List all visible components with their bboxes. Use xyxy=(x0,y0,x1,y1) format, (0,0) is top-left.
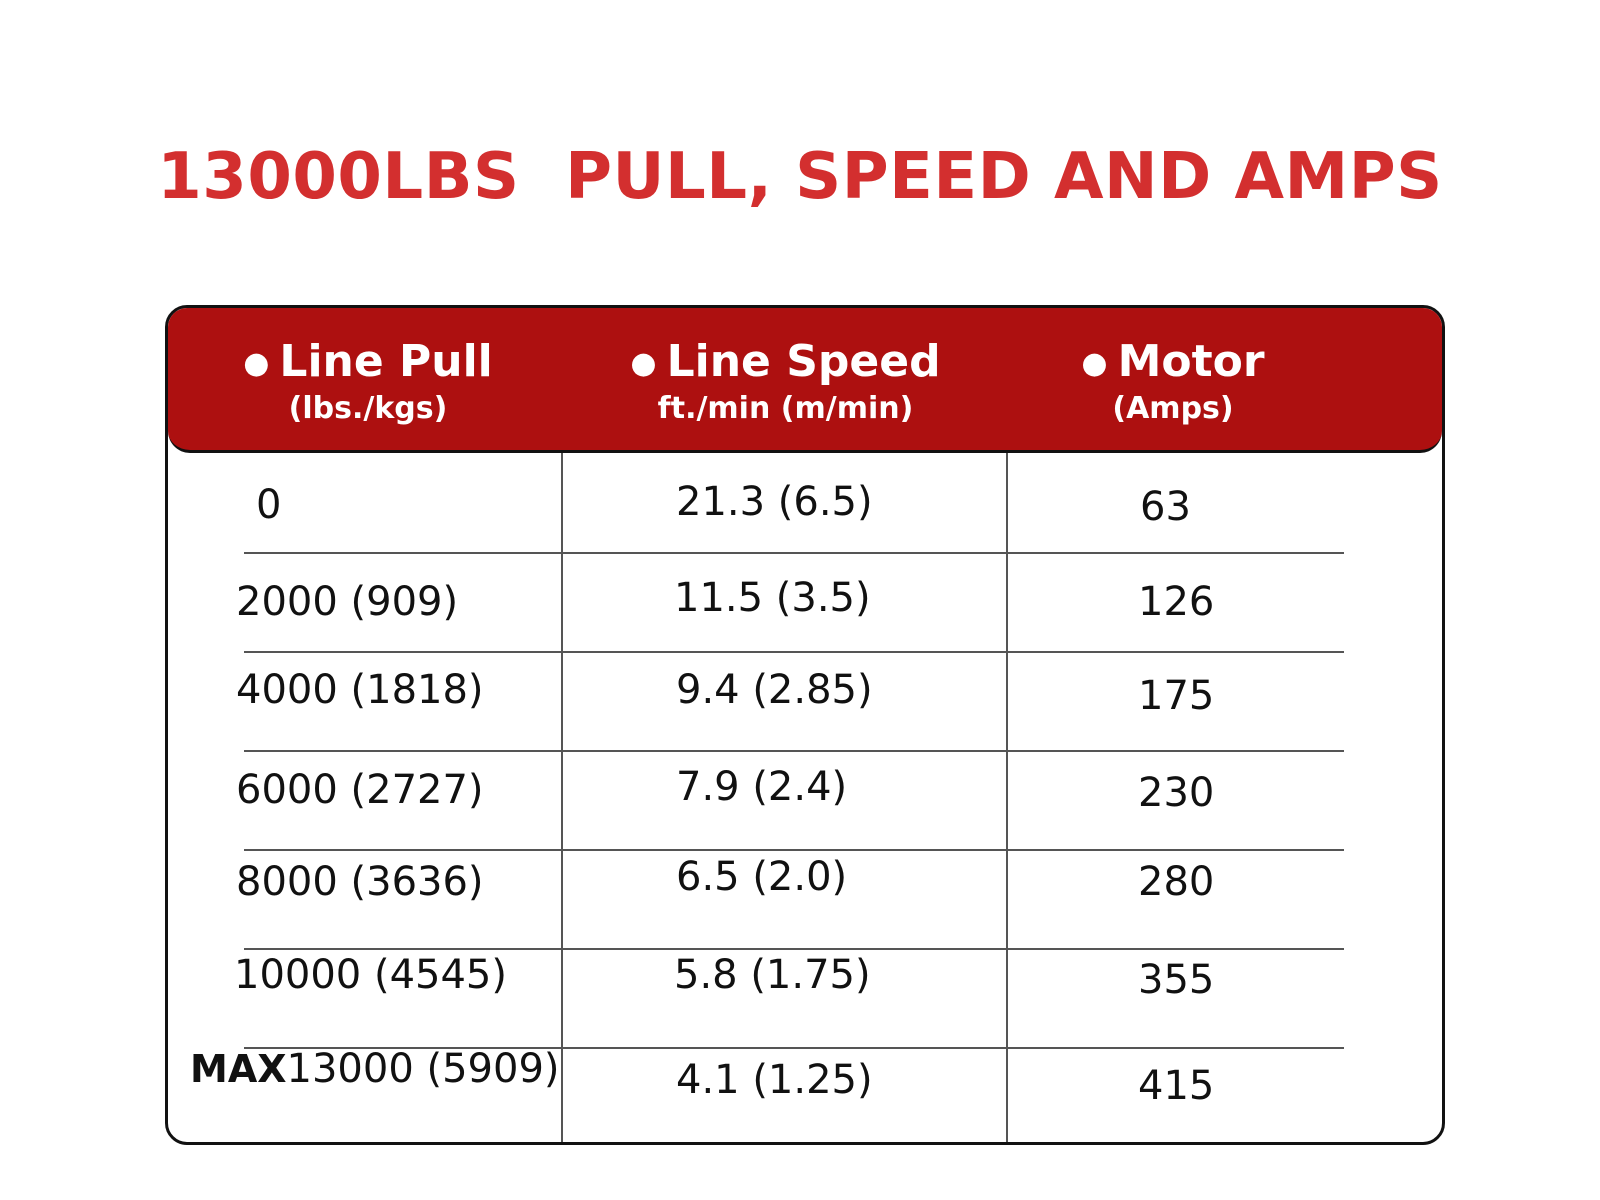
motor-amps-cell: 230 xyxy=(1138,770,1215,816)
column-divider xyxy=(1006,453,1008,1142)
motor-amps-cell: 63 xyxy=(1140,484,1191,530)
line-pull-cell: 2000 (909) xyxy=(236,579,459,625)
header-line-speed-label: Line Speed xyxy=(666,336,941,387)
row-divider xyxy=(244,750,1344,752)
line-speed-cell: 4.1 (1.25) xyxy=(676,1057,873,1103)
line-pull-cell: 10000 (4545) xyxy=(234,952,507,998)
column-divider xyxy=(561,453,563,1142)
header-line-pull: ● Line Pull (lbs./kgs) xyxy=(168,336,568,428)
line-pull-cell: 8000 (3636) xyxy=(236,859,484,905)
motor-amps-cell: 355 xyxy=(1138,957,1215,1003)
row-divider xyxy=(244,1047,1344,1049)
line-speed-cell: 21.3 (6.5) xyxy=(676,479,873,525)
line-pull-cell: 0 xyxy=(256,482,282,528)
bullet-icon: ● xyxy=(630,346,657,381)
line-speed-cell: 6.5 (2.0) xyxy=(676,854,848,900)
line-speed-cell: 9.4 (2.85) xyxy=(676,667,873,713)
motor-amps-cell: 126 xyxy=(1138,579,1215,625)
line-speed-cell: 7.9 (2.4) xyxy=(676,764,848,810)
max-prefix: MAX xyxy=(190,1047,287,1091)
header-line-pull-unit: (lbs./kgs) xyxy=(288,391,448,426)
row-divider xyxy=(244,651,1344,653)
chart-title: 13000LBS PULL, SPEED AND AMPS xyxy=(157,140,1443,214)
header-motor-label: Motor xyxy=(1117,336,1265,387)
performance-table: ● Line Pull (lbs./kgs) ● Line Speed ft./mi… xyxy=(165,305,1445,1145)
row-divider xyxy=(244,948,1344,950)
header-motor-unit: (Amps) xyxy=(1112,391,1234,426)
line-pull-cell: MAX13000 (5909) xyxy=(190,1045,560,1093)
line-pull-cell: 4000 (1818) xyxy=(236,667,484,713)
header-line-speed-unit: ft./min (m/min) xyxy=(657,391,914,426)
motor-amps-cell: 415 xyxy=(1138,1063,1215,1109)
table-header: ● Line Pull (lbs./kgs) ● Line Speed ft./mi… xyxy=(168,308,1442,453)
row-divider xyxy=(244,552,1344,554)
row-divider xyxy=(244,849,1344,851)
motor-amps-cell: 175 xyxy=(1138,673,1215,719)
line-pull-cell: 6000 (2727) xyxy=(236,767,484,813)
line-pull-value: 13000 (5909) xyxy=(286,1046,560,1092)
bullet-icon: ● xyxy=(243,346,270,381)
header-line-pull-label: Line Pull xyxy=(279,336,493,387)
motor-amps-cell: 280 xyxy=(1138,859,1215,905)
header-motor: ● Motor (Amps) xyxy=(1008,336,1338,428)
line-speed-cell: 11.5 (3.5) xyxy=(674,575,871,621)
bullet-icon: ● xyxy=(1081,346,1108,381)
line-speed-cell: 5.8 (1.75) xyxy=(674,952,871,998)
header-line-speed: ● Line Speed ft./min (m/min) xyxy=(563,336,1008,428)
